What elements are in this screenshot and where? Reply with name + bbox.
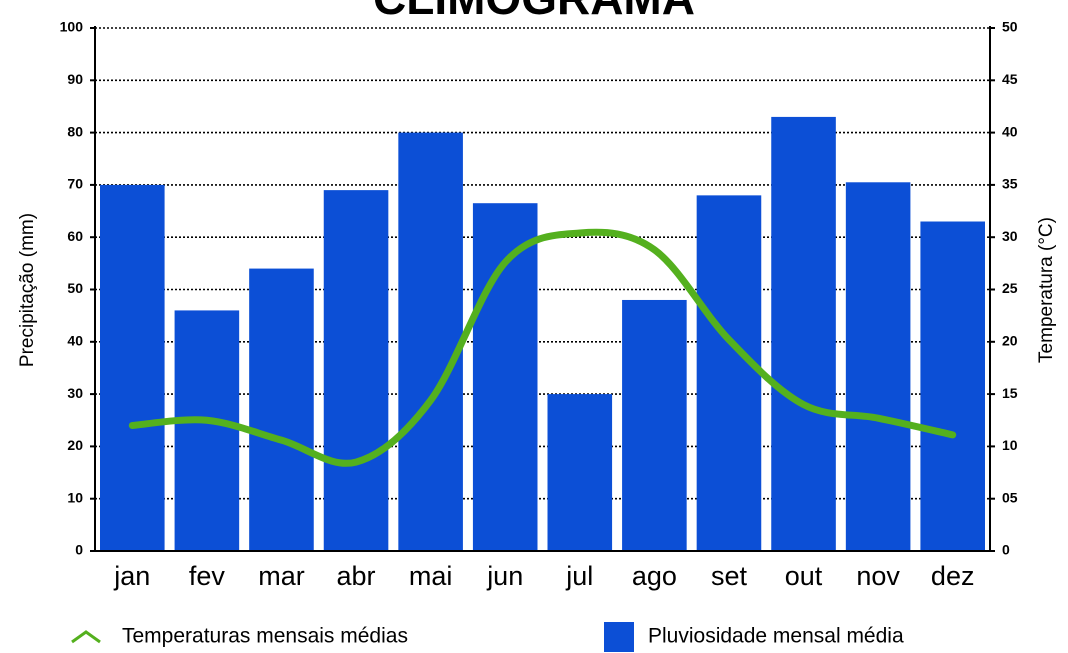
- legend-label: Temperaturas mensais médias: [122, 625, 408, 648]
- x-tick-label: mar: [258, 561, 305, 591]
- y-tick-label: 80: [67, 123, 83, 139]
- chart-title: CLIMOGRAMA: [373, 0, 695, 24]
- bar: [547, 394, 613, 551]
- y-tick-label: 0: [75, 542, 83, 558]
- bar: [249, 268, 314, 551]
- legend-line-icon: [71, 630, 101, 644]
- y2-tick-label: 05: [1002, 489, 1018, 505]
- y-tick-label: 10: [67, 489, 83, 505]
- bar: [472, 203, 538, 551]
- bar: [845, 182, 911, 551]
- bar: [100, 184, 165, 551]
- y2-tick-label: 30: [1002, 228, 1018, 244]
- grid: [95, 27, 990, 500]
- y-tick-label: 60: [67, 228, 83, 244]
- y2-tick-label: 50: [1002, 19, 1018, 35]
- x-tick-label: ago: [632, 561, 677, 591]
- legend-bar-icon: [604, 622, 634, 652]
- x-tick-label: jul: [565, 561, 593, 591]
- y2-tick-label: 40: [1002, 123, 1018, 139]
- x-tick-label: jun: [486, 561, 523, 591]
- x-tick-label: fev: [189, 561, 226, 591]
- bar: [398, 132, 463, 551]
- y-tick-label: 40: [67, 333, 83, 349]
- bar: [174, 310, 240, 551]
- y-tick-label: 20: [67, 437, 83, 453]
- x-tick-label: nov: [856, 561, 900, 591]
- y2-tick-label: 45: [1002, 71, 1018, 87]
- x-tick-label: jan: [113, 561, 150, 591]
- bar: [696, 195, 762, 552]
- y2-tick-label: 25: [1002, 280, 1018, 296]
- bar: [622, 299, 687, 551]
- legend-label: Pluviosidade mensal média: [648, 625, 904, 648]
- y2-tick-label: 0: [1002, 542, 1010, 558]
- x-tick-label: mai: [409, 561, 453, 591]
- x-tick-label: out: [785, 561, 823, 591]
- bar: [323, 190, 389, 551]
- x-tick-label: set: [711, 561, 748, 591]
- y-tick-label: 100: [60, 19, 84, 35]
- y2-tick-label: 35: [1002, 176, 1018, 192]
- y2-tick-label: 20: [1002, 333, 1018, 349]
- y2-tick-label: 10: [1002, 437, 1018, 453]
- y-tick-label: 90: [67, 71, 83, 87]
- line: [128, 228, 957, 467]
- bar: [920, 221, 985, 551]
- y-axis-label: Precipitação (mm): [17, 213, 38, 367]
- y2-tick-label: 15: [1002, 385, 1018, 401]
- x-tick-label: dez: [931, 561, 975, 591]
- y-tick-label: 50: [67, 280, 83, 296]
- y2-axis-label: Temperatura (°C): [1036, 217, 1057, 363]
- bar: [771, 116, 836, 551]
- y-tick-label: 30: [67, 385, 83, 401]
- x-tick-label: abr: [337, 561, 376, 591]
- y-tick-label: 70: [67, 176, 83, 192]
